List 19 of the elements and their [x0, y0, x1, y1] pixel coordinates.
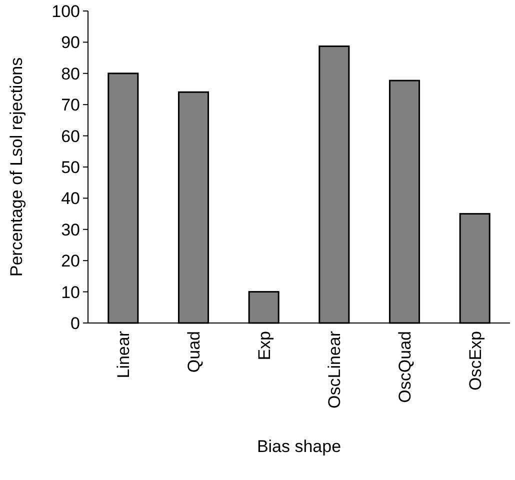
y-tick-label: 70 — [61, 96, 80, 115]
y-tick-label: 0 — [70, 314, 80, 333]
y-tick-label: 10 — [61, 282, 80, 302]
y-tick-label: 40 — [61, 189, 80, 208]
x-tick-label: Exp — [254, 331, 274, 360]
y-tick-label: 80 — [61, 64, 80, 84]
y-tick-label: 20 — [61, 252, 80, 271]
x-tick-label: Quad — [184, 331, 204, 373]
y-tick-label: 90 — [61, 33, 80, 52]
y-tick-label: 30 — [61, 220, 80, 240]
y-tick-label: 100 — [52, 2, 80, 21]
x-tick-label: OscLinear — [325, 330, 344, 408]
y-axis-title: Percentage of Lsol rejections — [7, 57, 26, 277]
y-tick-label: 60 — [61, 126, 80, 146]
x-axis-title: Bias shape — [256, 437, 342, 456]
y-tick-label: 50 — [61, 158, 80, 177]
x-tick-label: Linear — [114, 330, 134, 378]
x-tick-label: OscQuad — [395, 331, 414, 403]
x-tick-label: OscExp — [466, 331, 485, 391]
